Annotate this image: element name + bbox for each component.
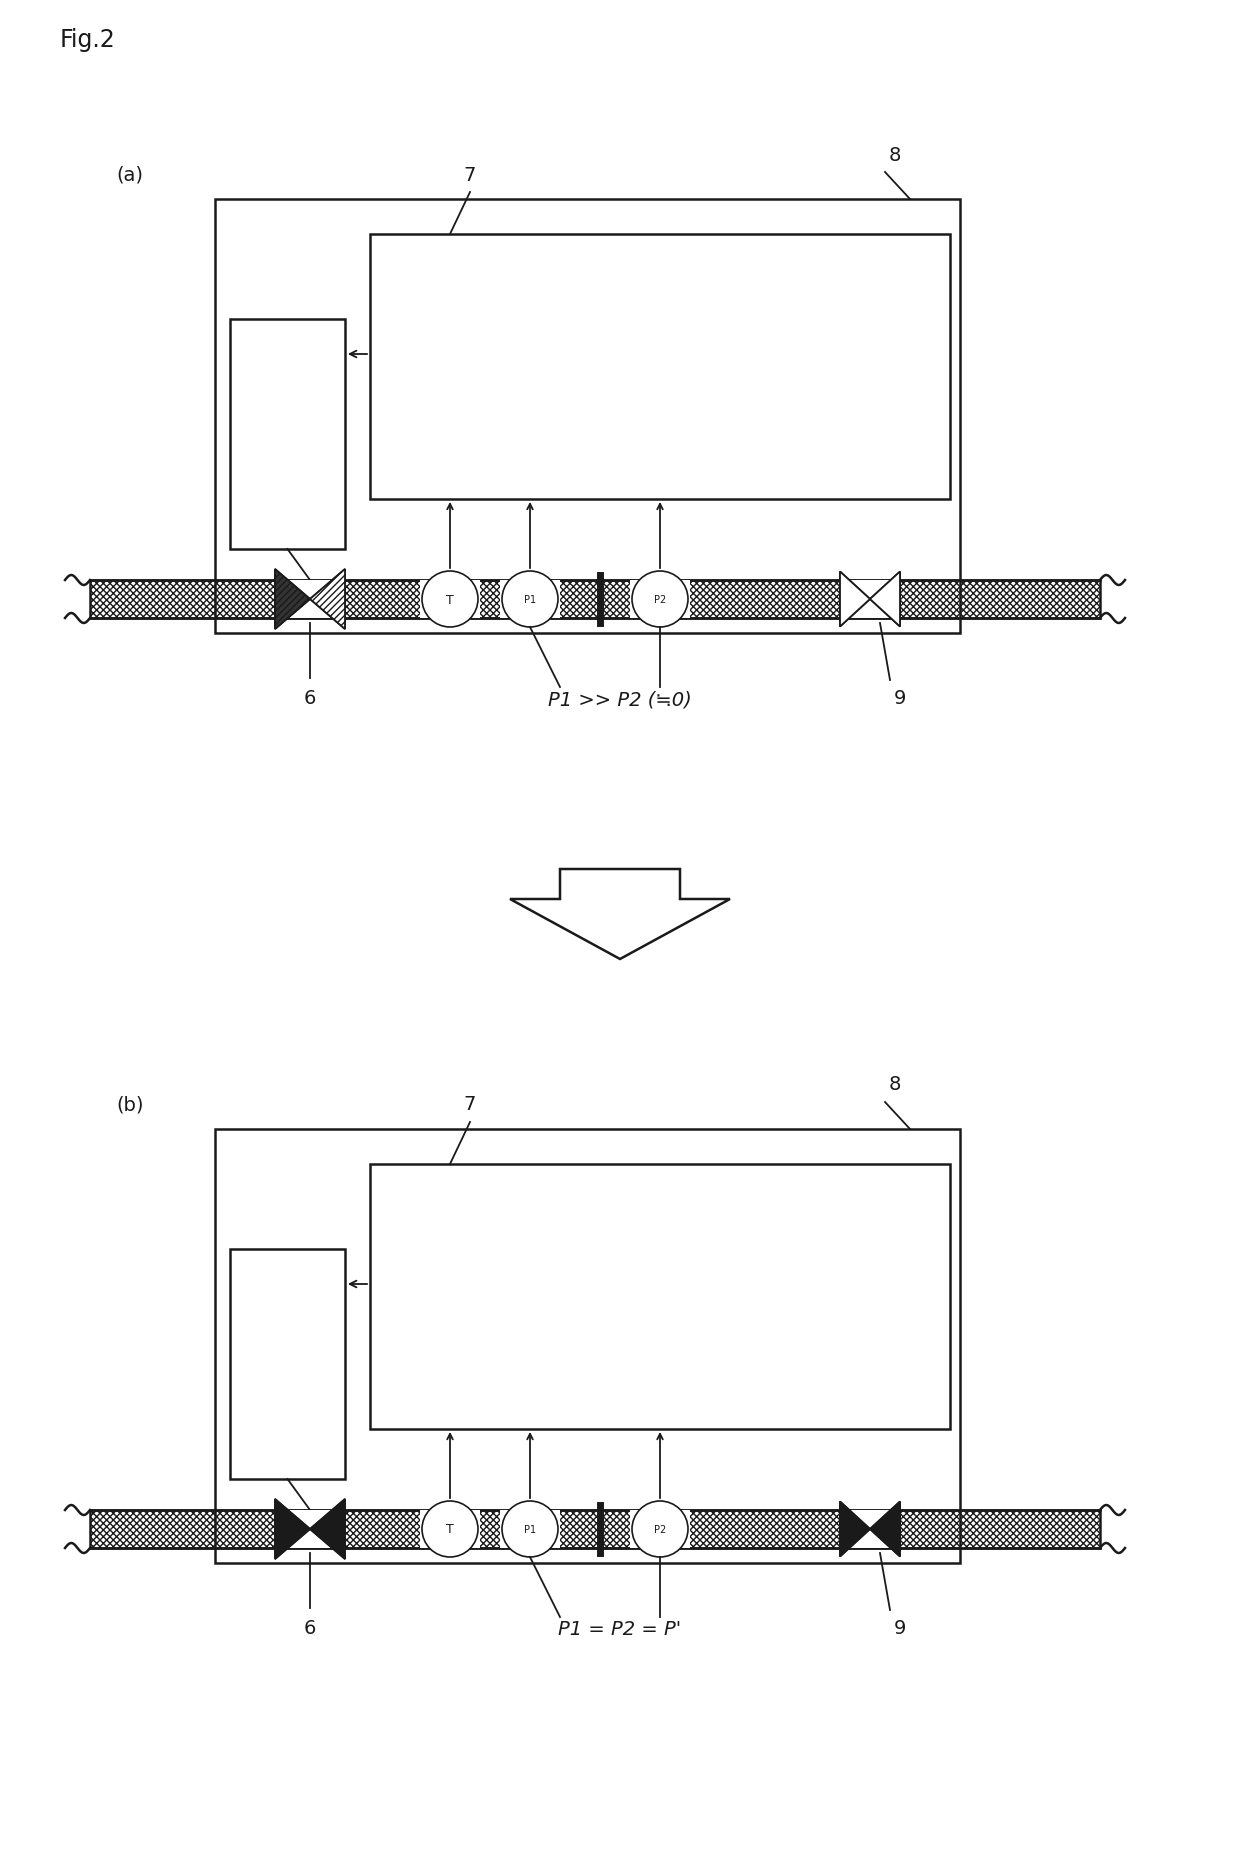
Text: 7: 7: [464, 165, 476, 184]
Polygon shape: [839, 572, 870, 628]
Circle shape: [422, 1500, 477, 1558]
Bar: [500, 581, 560, 618]
Text: P1: P1: [525, 1525, 536, 1534]
Text: 9: 9: [894, 1619, 906, 1638]
Bar: [370, 1164, 950, 1430]
Bar: [215, 201, 960, 633]
Text: (a): (a): [117, 165, 144, 184]
Polygon shape: [870, 1502, 900, 1556]
Polygon shape: [310, 1499, 345, 1560]
Text: 6: 6: [304, 1619, 316, 1638]
Bar: [839, 581, 900, 618]
Bar: [229, 319, 345, 550]
Text: 9: 9: [894, 689, 906, 708]
Polygon shape: [310, 570, 345, 630]
Circle shape: [632, 572, 688, 628]
Bar: [630, 581, 689, 618]
Circle shape: [422, 572, 477, 628]
Bar: [420, 581, 480, 618]
Text: 8: 8: [889, 1075, 901, 1094]
Polygon shape: [310, 570, 345, 630]
Circle shape: [502, 572, 558, 628]
Bar: [630, 1510, 689, 1549]
Bar: [215, 1129, 960, 1564]
Circle shape: [502, 1500, 558, 1558]
Polygon shape: [275, 570, 310, 630]
Text: T: T: [446, 1523, 454, 1536]
Bar: [275, 581, 345, 618]
Polygon shape: [839, 1502, 870, 1556]
Polygon shape: [870, 1502, 900, 1556]
Text: P2: P2: [653, 1525, 666, 1534]
Polygon shape: [275, 570, 310, 630]
Bar: [275, 1510, 345, 1549]
Text: 7: 7: [464, 1096, 476, 1114]
Bar: [229, 1250, 345, 1480]
Bar: [91, 581, 1100, 618]
Text: P1 >> P2 (≒0): P1 >> P2 (≒0): [548, 691, 692, 709]
Polygon shape: [839, 572, 870, 628]
Bar: [370, 234, 950, 500]
Text: (b): (b): [117, 1096, 144, 1114]
Bar: [839, 1510, 900, 1549]
Polygon shape: [310, 1499, 345, 1560]
Circle shape: [632, 1500, 688, 1558]
Polygon shape: [870, 572, 900, 628]
Text: T: T: [446, 592, 454, 605]
Text: 8: 8: [889, 145, 901, 165]
Bar: [91, 1510, 1100, 1549]
Polygon shape: [839, 1502, 870, 1556]
Text: Fig.2: Fig.2: [60, 28, 115, 52]
Text: 6: 6: [304, 689, 316, 708]
Polygon shape: [275, 1499, 310, 1560]
Bar: [420, 1510, 480, 1549]
Text: P1 = P2 = P': P1 = P2 = P': [558, 1619, 682, 1638]
Text: P2: P2: [653, 594, 666, 605]
Polygon shape: [275, 1499, 310, 1560]
Polygon shape: [510, 869, 730, 960]
Bar: [500, 1510, 560, 1549]
Text: P1: P1: [525, 594, 536, 605]
Polygon shape: [870, 572, 900, 628]
